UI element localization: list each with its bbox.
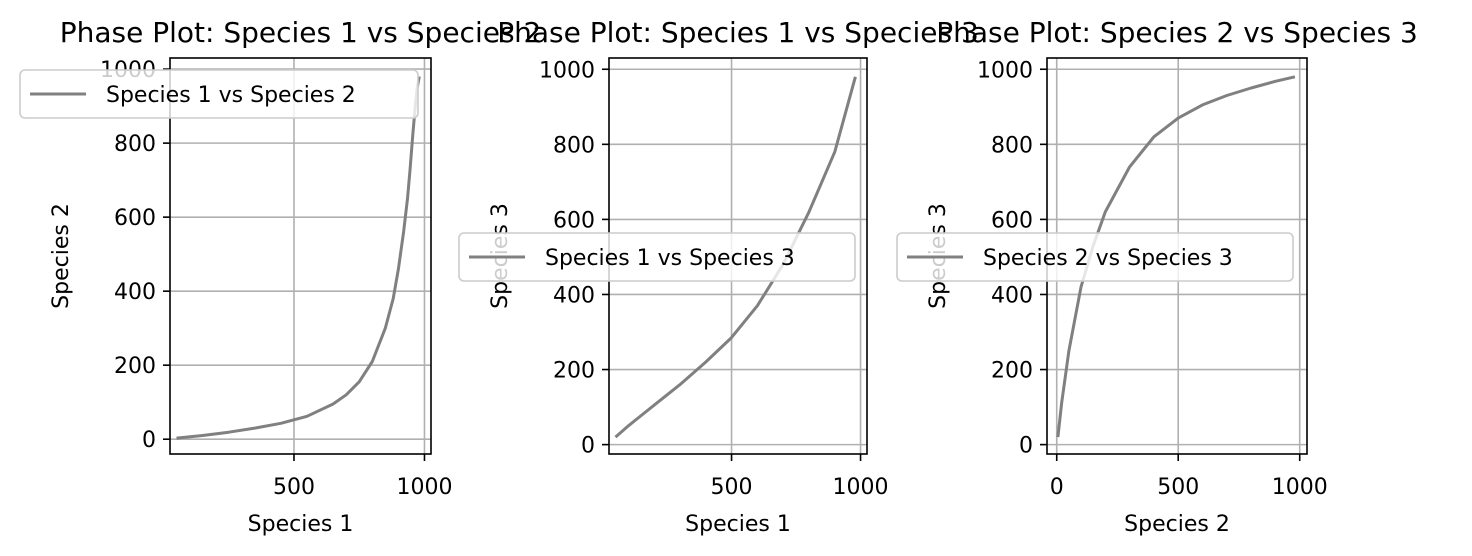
x-tick-label: 1000 bbox=[1272, 475, 1328, 500]
legend-label: Species 2 vs Species 3 bbox=[983, 246, 1233, 271]
y-tick-label: 0 bbox=[1019, 434, 1033, 459]
y-tick-label: 600 bbox=[114, 206, 156, 231]
x-tick-label: 500 bbox=[1157, 475, 1199, 500]
y-tick-label: 600 bbox=[553, 208, 595, 233]
x-tick-label: 500 bbox=[711, 475, 753, 500]
y-tick-label: 200 bbox=[991, 359, 1033, 384]
legend-label: Species 1 vs Species 3 bbox=[545, 246, 795, 271]
y-axis-label: Species 2 bbox=[49, 203, 74, 309]
chart-title: Phase Plot: Species 1 vs Species 2 bbox=[60, 16, 542, 49]
x-axis-label: Species 2 bbox=[1124, 512, 1230, 537]
y-tick-label: 600 bbox=[991, 208, 1033, 233]
x-axis-label: Species 1 bbox=[685, 512, 791, 537]
chart-title: Phase Plot: Species 1 vs Species 3 bbox=[497, 16, 979, 49]
y-tick-label: 200 bbox=[553, 359, 595, 384]
y-tick-label: 800 bbox=[553, 133, 595, 158]
x-tick-label: 1000 bbox=[396, 475, 452, 500]
legend-box bbox=[458, 232, 856, 282]
y-tick-label: 1000 bbox=[539, 58, 595, 83]
subplot-2: 500 1000 0 200 400 600 800 1000 Species 1 Species… bbox=[458, 57, 889, 537]
grid-lines bbox=[170, 58, 431, 454]
y-tick-label: 800 bbox=[114, 132, 156, 157]
legend: Species 1 vs Species 2 bbox=[19, 69, 419, 119]
legend-box bbox=[896, 232, 1294, 282]
y-tick-label: 400 bbox=[553, 283, 595, 308]
legend-label: Species 1 vs Species 2 bbox=[106, 83, 356, 108]
x-tick-label: 1000 bbox=[833, 475, 889, 500]
subplot-3: 0 500 1000 0 200 400 600 800 1000 Species 2 Specie… bbox=[896, 57, 1328, 537]
y-tick-label: 400 bbox=[114, 280, 156, 305]
x-axis-label: Species 1 bbox=[248, 512, 354, 537]
y-tick-label: 0 bbox=[581, 434, 595, 459]
y-tick-label: 800 bbox=[991, 133, 1033, 158]
legend: Species 2 vs Species 3 bbox=[896, 232, 1294, 282]
y-tick-label: 0 bbox=[142, 428, 156, 453]
axes-frame bbox=[169, 57, 432, 455]
series-line bbox=[1056, 75, 1296, 438]
y-tick-label: 400 bbox=[991, 283, 1033, 308]
legend-box bbox=[19, 69, 419, 119]
chart-title: Phase Plot: Species 2 vs Species 3 bbox=[936, 16, 1418, 49]
x-tick-label: 0 bbox=[1050, 475, 1064, 500]
grid-lines bbox=[1047, 58, 1307, 454]
legend: Species 1 vs Species 3 bbox=[458, 232, 856, 282]
y-tick-label: 1000 bbox=[977, 58, 1033, 83]
series-line bbox=[614, 76, 857, 439]
y-tick-label: 200 bbox=[114, 354, 156, 379]
x-tick-label: 500 bbox=[273, 475, 315, 500]
series-line bbox=[176, 76, 421, 440]
